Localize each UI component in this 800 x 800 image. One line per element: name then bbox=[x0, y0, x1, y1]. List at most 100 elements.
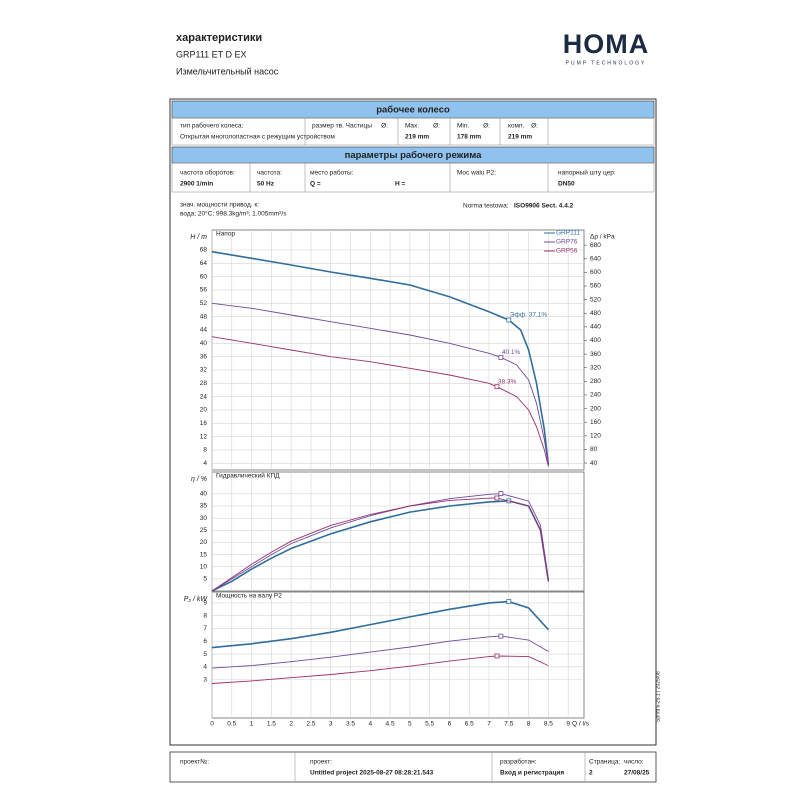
point-label: Эфф. 37,1% bbox=[510, 312, 548, 319]
y2-axis-label: Δp / kPa bbox=[590, 234, 615, 241]
footer-label: разработан: bbox=[500, 758, 537, 766]
y-tick-label: 30 bbox=[200, 515, 208, 522]
field-value: 219 mm bbox=[405, 134, 429, 141]
y2-tick-label: 680 bbox=[590, 242, 601, 249]
field-symbol: Ø: bbox=[381, 123, 388, 130]
y-tick-label: 24 bbox=[200, 393, 208, 400]
y-tick-label: 28 bbox=[200, 380, 208, 387]
x-tick-label: 0 bbox=[210, 721, 214, 728]
field-value: 2900 1/min bbox=[180, 181, 213, 188]
y-tick-label: 25 bbox=[200, 527, 208, 534]
row-box bbox=[171, 117, 655, 146]
y-tick-label: 36 bbox=[200, 353, 208, 360]
y2-tick-label: 560 bbox=[590, 283, 601, 290]
field-label: Min. bbox=[457, 123, 469, 130]
y-tick-label: 32 bbox=[200, 367, 208, 374]
field-label: Max. bbox=[405, 123, 419, 130]
plot-area bbox=[211, 229, 585, 471]
x-axis-label: Q / l/s bbox=[572, 721, 590, 728]
y-axis-label: P₂ / kW bbox=[184, 596, 209, 603]
x-tick-label: 1 bbox=[250, 721, 254, 728]
plot-area bbox=[211, 471, 585, 592]
y-tick-label: 6 bbox=[203, 638, 207, 645]
x-tick-label: 3.5 bbox=[346, 721, 355, 728]
y-tick-label: 5 bbox=[203, 651, 207, 658]
y-tick-label: 10 bbox=[200, 563, 208, 570]
footer-value: Untitled project 2025-08-27 08:28:21.543 bbox=[310, 770, 434, 777]
fluid-value: вода; 20°C; 998.3kg/m³; 1.005mm²/s bbox=[180, 210, 287, 218]
y-tick-label: 20 bbox=[200, 407, 208, 414]
field-label: комп. bbox=[508, 123, 525, 130]
y2-tick-label: 640 bbox=[590, 255, 601, 262]
chart-title: Гидравлический КПД bbox=[216, 472, 280, 480]
x-tick-label: 1.5 bbox=[267, 721, 276, 728]
legend-label: GRP56 bbox=[556, 248, 578, 255]
y-tick-label: 8 bbox=[203, 447, 207, 454]
fluid-label: знач. мощности привод. к: bbox=[180, 202, 259, 209]
x-tick-label: 3 bbox=[329, 721, 333, 728]
chart-title: Напор bbox=[216, 231, 235, 238]
y-tick-label: 3 bbox=[203, 676, 207, 683]
x-tick-label: 7 bbox=[487, 721, 491, 728]
field-value: H = bbox=[395, 181, 406, 188]
footer-label: Страница: bbox=[589, 759, 620, 766]
curve bbox=[211, 336, 549, 467]
field-value: 219 mm bbox=[508, 134, 532, 141]
x-tick-label: 4.5 bbox=[386, 721, 395, 728]
y-tick-label: 40 bbox=[200, 491, 208, 498]
y-tick-label: 12 bbox=[200, 433, 208, 440]
y2-tick-label: 80 bbox=[590, 446, 598, 453]
field-label: размер тв. Частицы bbox=[312, 123, 372, 130]
field-label: тип рабочего колеса: bbox=[180, 122, 244, 130]
y-tick-label: 52 bbox=[200, 300, 208, 307]
doc-title: характеристики bbox=[176, 32, 262, 44]
model: GRP111 ET D EX bbox=[176, 49, 247, 59]
y2-tick-label: 240 bbox=[590, 392, 601, 399]
duty-point bbox=[498, 491, 504, 497]
y-tick-label: 4 bbox=[203, 460, 207, 467]
field-symbol: Ø: bbox=[531, 123, 538, 130]
y-axis-label: η / % bbox=[191, 476, 207, 483]
field-symbol: Ø: bbox=[483, 123, 490, 130]
footer-value: 27/08/25 bbox=[624, 770, 650, 777]
norm-label: Norma testowa: bbox=[463, 203, 509, 210]
y-tick-label: 16 bbox=[200, 420, 208, 427]
y2-tick-label: 480 bbox=[590, 310, 601, 317]
row-box bbox=[171, 162, 655, 193]
field-value: Открытая многолопастная с режущим устрой… bbox=[180, 133, 335, 141]
field-label: Moc walu P2: bbox=[457, 170, 496, 177]
x-tick-label: 4 bbox=[368, 721, 372, 728]
y2-tick-label: 200 bbox=[590, 405, 601, 412]
x-tick-label: 5 bbox=[408, 721, 412, 728]
field-label: место работы: bbox=[310, 169, 354, 177]
x-tick-label: 6.5 bbox=[465, 721, 474, 728]
footer-value: 2 bbox=[589, 770, 593, 777]
field-value: DN50 bbox=[558, 181, 575, 188]
frame bbox=[169, 98, 657, 746]
y-tick-label: 15 bbox=[200, 551, 208, 558]
curve bbox=[211, 250, 550, 466]
plot-area bbox=[211, 591, 585, 719]
x-tick-label: 8 bbox=[527, 721, 531, 728]
legend-label: GRP111 bbox=[556, 230, 580, 237]
y2-tick-label: 40 bbox=[590, 460, 598, 467]
y2-tick-label: 360 bbox=[590, 351, 601, 358]
y2-tick-label: 320 bbox=[590, 364, 601, 371]
y2-tick-label: 160 bbox=[590, 419, 601, 426]
duty-point bbox=[498, 633, 504, 639]
chart-title: Мощность на валу P2 bbox=[216, 593, 282, 600]
y2-tick-label: 440 bbox=[590, 324, 601, 331]
y-tick-label: 9 bbox=[203, 600, 207, 607]
curve bbox=[211, 302, 549, 466]
y-tick-label: 35 bbox=[200, 503, 208, 510]
footer-box bbox=[169, 751, 657, 783]
section-heading: параметры рабочего режима bbox=[345, 150, 483, 161]
field-label: частота оборотов: bbox=[180, 169, 235, 177]
field-value: Q = bbox=[310, 181, 321, 188]
y-tick-label: 56 bbox=[200, 287, 208, 294]
norm-value: ISO9906 Sect. 4.4.2 bbox=[514, 203, 574, 210]
x-tick-label: 2 bbox=[289, 721, 293, 728]
duty-point bbox=[494, 653, 500, 659]
subtitle: Измельчительный насос bbox=[176, 66, 279, 76]
